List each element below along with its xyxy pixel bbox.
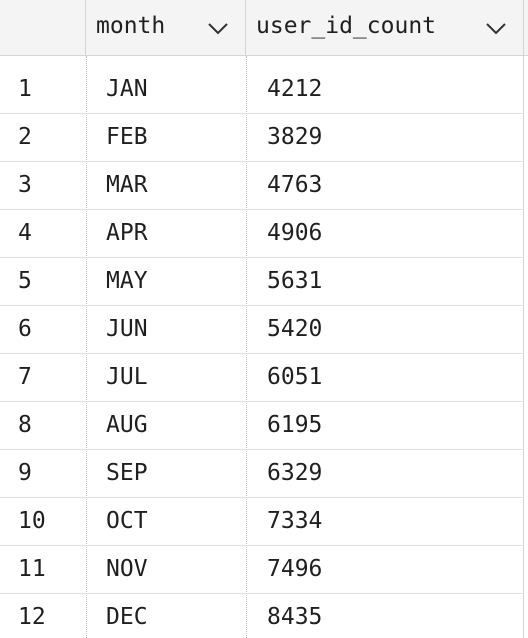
table-row[interactable]: 4 APR 4906 [0,210,524,258]
header-user-id-count[interactable]: user_id_count [246,0,524,56]
row-index: 4 [18,220,32,246]
cell-user-id-count[interactable]: 4212 [267,76,323,102]
row-index: 12 [18,604,46,630]
cell-user-id-count[interactable]: 7496 [267,556,323,582]
header-user-id-count-label: user_id_count [256,13,437,39]
cell-user-id-count[interactable]: 5631 [267,268,323,294]
table-row[interactable]: 2 FEB 3829 [0,114,524,162]
table-row[interactable]: 11 NOV 7496 [0,546,524,594]
chevron-down-icon[interactable] [207,22,229,36]
cell-month[interactable]: JUN [106,316,148,342]
row-index: 11 [18,556,46,582]
cell-month[interactable]: JAN [106,76,148,102]
column-divider [523,56,524,638]
row-index: 10 [18,508,46,534]
header-index-cell [0,0,86,56]
chevron-down-icon[interactable] [485,22,507,36]
table-header: month user_id_count [0,0,528,56]
row-index: 8 [18,412,32,438]
cell-user-id-count[interactable]: 8435 [267,604,323,630]
cell-month[interactable]: JUL [106,364,148,390]
cell-month[interactable]: APR [106,220,148,246]
cell-month[interactable]: MAR [106,172,148,198]
cell-month[interactable]: NOV [106,556,148,582]
table-row[interactable]: 5 MAY 5631 [0,258,524,306]
table-row[interactable]: 9 SEP 6329 [0,450,524,498]
row-index: 3 [18,172,32,198]
row-index: 1 [18,76,32,102]
column-divider [86,56,87,638]
row-index: 5 [18,268,32,294]
cell-month[interactable]: OCT [106,508,148,534]
cell-user-id-count[interactable]: 7334 [267,508,323,534]
row-index: 7 [18,364,32,390]
table-row[interactable]: 8 AUG 6195 [0,402,524,450]
cell-month[interactable]: DEC [106,604,148,630]
cell-user-id-count[interactable]: 6051 [267,364,323,390]
table-row[interactable]: 7 JUL 6051 [0,354,524,402]
table-row[interactable]: 1 JAN 4212 [0,66,524,114]
row-index: 2 [18,124,32,150]
cell-month[interactable]: MAY [106,268,148,294]
table-body: 1 JAN 4212 2 FEB 3829 3 MAR 4763 4 APR 4… [0,66,524,638]
cell-user-id-count[interactable]: 4763 [267,172,323,198]
cell-month[interactable]: AUG [106,412,148,438]
column-divider [246,56,247,638]
row-index: 6 [18,316,32,342]
cell-user-id-count[interactable]: 6329 [267,460,323,486]
header-month[interactable]: month [86,0,246,56]
table-row[interactable]: 3 MAR 4763 [0,162,524,210]
cell-month[interactable]: FEB [106,124,148,150]
cell-user-id-count[interactable]: 3829 [267,124,323,150]
table-row[interactable]: 6 JUN 5420 [0,306,524,354]
row-index: 9 [18,460,32,486]
cell-user-id-count[interactable]: 4906 [267,220,323,246]
cell-user-id-count[interactable]: 5420 [267,316,323,342]
table-row[interactable]: 10 OCT 7334 [0,498,524,546]
cell-month[interactable]: SEP [106,460,148,486]
header-month-label: month [96,13,166,39]
cell-user-id-count[interactable]: 6195 [267,412,323,438]
table-row[interactable]: 12 DEC 8435 [0,594,524,638]
